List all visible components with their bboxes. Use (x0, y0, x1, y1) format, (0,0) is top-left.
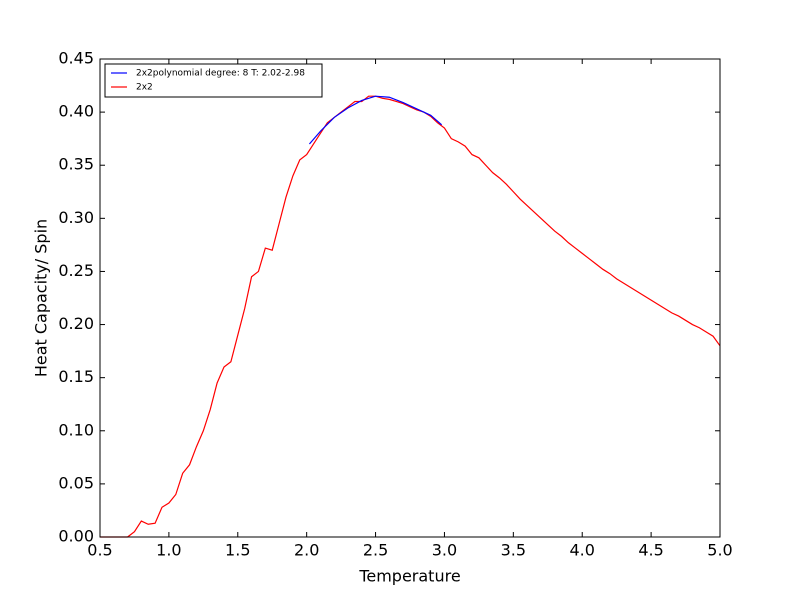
y-tick-label: 0.45 (58, 49, 94, 68)
x-axis-label: Temperature (358, 567, 460, 586)
x-tick-label: 5.0 (707, 541, 732, 560)
x-tick-label: 4.0 (569, 541, 594, 560)
legend-box (104, 63, 323, 98)
x-tick-label: 3.0 (432, 541, 457, 560)
y-tick-label: 0.25 (58, 261, 94, 280)
series-line (100, 95, 721, 538)
x-tick-label: 3.5 (501, 541, 526, 560)
y-tick-label: 0.35 (58, 155, 94, 174)
y-axis-label: Heat Capacity/ Spin (32, 219, 51, 377)
x-tick-label: 2.5 (363, 541, 388, 560)
y-tick-label: 0.00 (58, 527, 94, 546)
x-tick-label: 1.5 (225, 541, 250, 560)
x-tick-label: 4.5 (638, 541, 663, 560)
y-tick-label: 0.15 (58, 367, 94, 386)
y-tick-label: 0.30 (58, 208, 94, 227)
legend-label: 2x2 (136, 83, 153, 93)
plot-frame (99, 58, 721, 538)
y-tick-label: 0.10 (58, 420, 94, 439)
x-tick-label: 0.5 (87, 541, 112, 560)
y-tick-label: 0.40 (58, 102, 94, 121)
series-line (308, 95, 443, 145)
y-tick-label: 0.05 (58, 473, 94, 492)
y-tick-label: 0.20 (58, 314, 94, 333)
x-tick-label: 2.0 (294, 541, 319, 560)
x-tick-label: 1.0 (156, 541, 181, 560)
legend-label: 2x2polynomial degree: 8 T: 2.02-2.98 (136, 69, 305, 79)
